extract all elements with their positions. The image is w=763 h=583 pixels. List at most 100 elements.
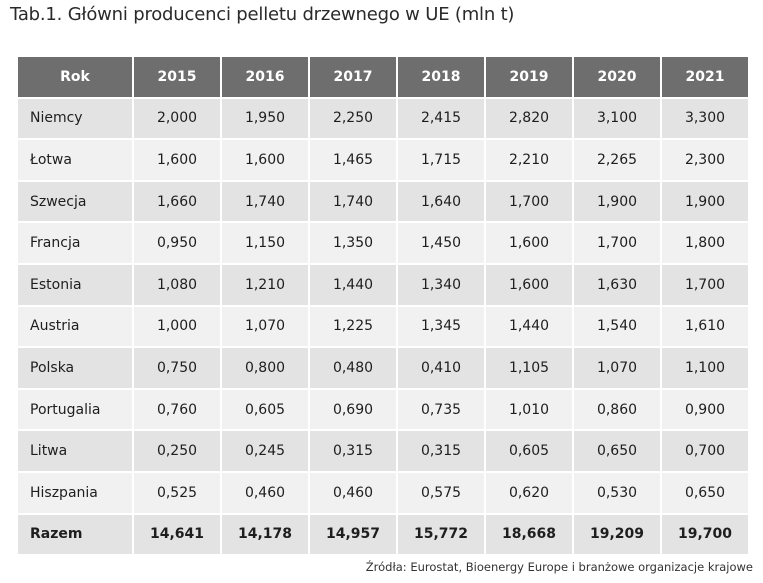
value-cell: 2,250 (310, 98, 396, 139)
table-row: Litwa 0,250 0,245 0,315 0,315 0,605 0,650 0,700 (18, 431, 748, 471)
value-cell: 1,600 (486, 264, 572, 305)
total-value-cell: 18,668 (486, 514, 572, 555)
value-cell: 0,245 (222, 431, 308, 471)
value-cell: 1,740 (310, 181, 396, 222)
source-note: Źródła: Eurostat, Bioenergy Europe i bra… (365, 560, 753, 574)
value-cell: 0,315 (310, 431, 396, 471)
value-cell: 0,860 (574, 389, 660, 430)
value-cell: 0,480 (310, 348, 396, 388)
value-cell: 1,600 (134, 140, 220, 180)
country-name-cell: Portugalia (18, 389, 132, 430)
header-cell-year: 2015 (134, 57, 220, 97)
total-value-cell: 19,700 (662, 514, 748, 555)
total-value-cell: 19,209 (574, 514, 660, 555)
value-cell: 0,250 (134, 431, 220, 471)
value-cell: 2,820 (486, 98, 572, 139)
value-cell: 1,700 (574, 223, 660, 263)
total-row: Razem 14,641 14,178 14,957 15,772 18,668 19,20… (18, 514, 748, 555)
country-name-cell: Estonia (18, 264, 132, 305)
value-cell: 1,070 (574, 348, 660, 388)
value-cell: 1,070 (222, 306, 308, 347)
value-cell: 2,000 (134, 98, 220, 139)
value-cell: 1,640 (398, 181, 484, 222)
value-cell: 0,900 (662, 389, 748, 430)
table-row: Estonia 1,080 1,210 1,440 1,340 1,600 1,630 1,7… (18, 264, 748, 305)
value-cell: 0,460 (222, 472, 308, 513)
value-cell: 1,450 (398, 223, 484, 263)
country-name-cell: Francja (18, 223, 132, 263)
table-row: Austria 1,000 1,070 1,225 1,345 1,440 1,540 1,6… (18, 306, 748, 347)
table-row: Hiszpania 0,525 0,460 0,460 0,575 0,620 0,530 0… (18, 472, 748, 513)
value-cell: 1,100 (662, 348, 748, 388)
value-cell: 1,630 (574, 264, 660, 305)
value-cell: 1,660 (134, 181, 220, 222)
value-cell: 1,350 (310, 223, 396, 263)
value-cell: 1,010 (486, 389, 572, 430)
header-cell-year: 2017 (310, 57, 396, 97)
value-cell: 0,950 (134, 223, 220, 263)
value-cell: 1,900 (574, 181, 660, 222)
header-row: Rok 2015 2016 2017 2018 2019 2020 2021 (18, 57, 748, 97)
value-cell: 1,345 (398, 306, 484, 347)
country-name-cell: Niemcy (18, 98, 132, 139)
value-cell: 1,900 (662, 181, 748, 222)
value-cell: 0,605 (486, 431, 572, 471)
country-name-cell: Hiszpania (18, 472, 132, 513)
table-body: Niemcy 2,000 1,950 2,250 2,415 2,820 3,100 3,30… (18, 98, 748, 555)
value-cell: 0,620 (486, 472, 572, 513)
value-cell: 1,540 (574, 306, 660, 347)
value-cell: 0,460 (310, 472, 396, 513)
value-cell: 1,440 (486, 306, 572, 347)
value-cell: 1,715 (398, 140, 484, 180)
value-cell: 1,225 (310, 306, 396, 347)
total-value-cell: 14,957 (310, 514, 396, 555)
value-cell: 0,530 (574, 472, 660, 513)
table-title: Tab.1. Główni producenci pelletu drzewne… (10, 4, 515, 25)
country-name-cell: Austria (18, 306, 132, 347)
value-cell: 0,700 (662, 431, 748, 471)
total-value-cell: 15,772 (398, 514, 484, 555)
value-cell: 0,735 (398, 389, 484, 430)
value-cell: 1,150 (222, 223, 308, 263)
value-cell: 1,105 (486, 348, 572, 388)
table-row: Polska 0,750 0,800 0,480 0,410 1,105 1,070 1,10… (18, 348, 748, 388)
value-cell: 0,410 (398, 348, 484, 388)
value-cell: 1,340 (398, 264, 484, 305)
header-cell-year: 2016 (222, 57, 308, 97)
country-name-cell: Łotwa (18, 140, 132, 180)
header-cell-year: 2018 (398, 57, 484, 97)
value-cell: 1,465 (310, 140, 396, 180)
value-cell: 0,800 (222, 348, 308, 388)
value-cell: 1,600 (222, 140, 308, 180)
header-cell-rok: Rok (18, 57, 132, 97)
value-cell: 0,690 (310, 389, 396, 430)
value-cell: 1,210 (222, 264, 308, 305)
value-cell: 0,650 (574, 431, 660, 471)
value-cell: 1,440 (310, 264, 396, 305)
value-cell: 1,700 (486, 181, 572, 222)
header-cell-year: 2019 (486, 57, 572, 97)
value-cell: 2,210 (486, 140, 572, 180)
value-cell: 0,750 (134, 348, 220, 388)
table-row: Francja 0,950 1,150 1,350 1,450 1,600 1,700 1,8… (18, 223, 748, 263)
value-cell: 2,300 (662, 140, 748, 180)
value-cell: 2,265 (574, 140, 660, 180)
value-cell: 2,415 (398, 98, 484, 139)
value-cell: 1,800 (662, 223, 748, 263)
country-name-cell: Litwa (18, 431, 132, 471)
header-cell-year: 2021 (662, 57, 748, 97)
value-cell: 1,080 (134, 264, 220, 305)
value-cell: 1,610 (662, 306, 748, 347)
total-label-cell: Razem (18, 514, 132, 555)
table-row: Szwecja 1,660 1,740 1,740 1,640 1,700 1,900 1,9… (18, 181, 748, 222)
table-row: Łotwa 1,600 1,600 1,465 1,715 2,210 2,265 2,300 (18, 140, 748, 180)
value-cell: 0,315 (398, 431, 484, 471)
value-cell: 1,950 (222, 98, 308, 139)
value-cell: 0,525 (134, 472, 220, 513)
value-cell: 3,300 (662, 98, 748, 139)
value-cell: 3,100 (574, 98, 660, 139)
value-cell: 1,700 (662, 264, 748, 305)
producers-table: Rok 2015 2016 2017 2018 2019 2020 2021 N… (16, 55, 750, 556)
header-cell-year: 2020 (574, 57, 660, 97)
value-cell: 0,760 (134, 389, 220, 430)
